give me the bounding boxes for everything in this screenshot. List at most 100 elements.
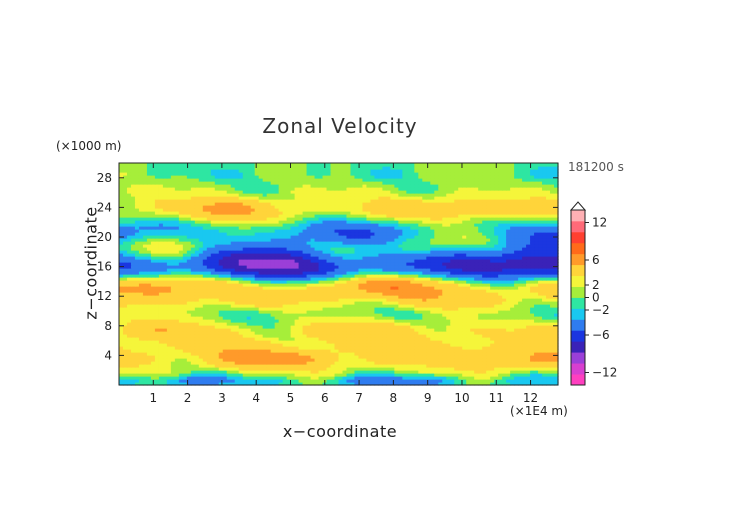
heatmap-cell [378, 250, 383, 254]
heatmap-cell [338, 337, 344, 341]
heatmap-cell [474, 295, 479, 299]
heatmap-cell [138, 361, 144, 365]
heatmap-cell [354, 334, 360, 338]
heatmap-cell [402, 325, 407, 329]
heatmap-cell [326, 277, 332, 281]
heatmap-cell [530, 328, 535, 332]
heatmap-cell [282, 298, 288, 302]
heatmap-cell [202, 250, 208, 254]
heatmap-cell [214, 352, 220, 356]
heatmap-cell [302, 250, 308, 254]
heatmap-cell [326, 304, 332, 308]
heatmap-cell [382, 262, 387, 266]
heatmap-cell [162, 280, 168, 284]
heatmap-cell [158, 361, 164, 365]
heatmap-cell [434, 367, 439, 371]
heatmap-cell [398, 298, 403, 302]
heatmap-cell [554, 322, 559, 326]
heatmap-cell [458, 298, 463, 302]
heatmap-cell [330, 346, 336, 350]
heatmap-cell [426, 265, 431, 269]
heatmap-cell [358, 274, 364, 278]
heatmap-cell [122, 256, 128, 260]
heatmap-cell [502, 319, 507, 323]
heatmap-cell [182, 307, 188, 311]
heatmap-cell [530, 343, 535, 347]
heatmap-cell [334, 271, 340, 275]
heatmap-cell [170, 358, 176, 362]
heatmap-cell [314, 334, 320, 338]
heatmap-cell [119, 382, 124, 386]
heatmap-cell [526, 292, 531, 296]
heatmap-cell [222, 289, 228, 293]
heatmap-cell [266, 277, 272, 281]
heatmap-cell [450, 298, 455, 302]
heatmap-cell [410, 331, 415, 335]
heatmap-cell [526, 331, 531, 335]
heatmap-cell [134, 289, 140, 293]
heatmap-cell [138, 277, 144, 281]
heatmap-cell [506, 373, 511, 377]
heatmap-cell [478, 292, 483, 296]
heatmap-cell [506, 370, 511, 374]
heatmap-cell [510, 271, 515, 275]
heatmap-cell [502, 349, 507, 353]
heatmap-cell [374, 286, 380, 290]
heatmap-cell [282, 283, 288, 287]
heatmap-cell [286, 373, 292, 377]
heatmap-cell [119, 307, 124, 311]
heatmap-cell [338, 307, 344, 311]
heatmap-cell [354, 310, 360, 314]
heatmap-cell [514, 337, 519, 341]
heatmap-cell [426, 370, 431, 374]
heatmap-cell [502, 265, 507, 269]
heatmap-cell [550, 328, 555, 332]
heatmap-cell [554, 319, 559, 323]
heatmap-cell [142, 259, 148, 263]
heatmap-cell [314, 352, 320, 356]
heatmap-cell [318, 349, 324, 353]
heatmap-cell [290, 295, 296, 299]
heatmap-cell [310, 328, 316, 332]
heatmap-cell [510, 328, 515, 332]
heatmap-cell [446, 292, 451, 296]
heatmap-cell [234, 301, 240, 305]
heatmap-cell [438, 322, 443, 326]
heatmap-cell [370, 271, 376, 275]
heatmap-cell [138, 247, 144, 251]
heatmap-cell [546, 355, 551, 359]
heatmap-cell [154, 376, 160, 380]
heatmap-cell [490, 325, 495, 329]
heatmap-cell [534, 328, 539, 332]
heatmap-cell [474, 280, 479, 284]
heatmap-cell [234, 280, 240, 284]
heatmap-cell [258, 316, 264, 320]
heatmap-cell [210, 268, 216, 272]
heatmap-cell [538, 253, 543, 257]
heatmap-cell [418, 289, 423, 293]
heatmap-cell [554, 364, 559, 368]
heatmap-cell [134, 376, 140, 380]
heatmap-cell [166, 343, 172, 347]
heatmap-cell [410, 250, 415, 254]
heatmap-cell [194, 265, 200, 269]
heatmap-cell [362, 310, 368, 314]
heatmap-cell [542, 283, 547, 287]
heatmap-cell [238, 337, 244, 341]
heatmap-cell [394, 283, 399, 287]
heatmap-cell [446, 298, 451, 302]
heatmap-cell [330, 340, 336, 344]
heatmap-cell [150, 337, 156, 341]
heatmap-cell [374, 346, 380, 350]
heatmap-cell [134, 301, 140, 305]
heatmap-cell [274, 358, 280, 362]
heatmap-cell [522, 277, 527, 281]
heatmap-cell [242, 331, 248, 335]
heatmap-cell [538, 316, 543, 320]
heatmap-cell [438, 271, 443, 275]
heatmap-cell [474, 304, 479, 308]
heatmap-cell [254, 325, 260, 329]
heatmap-cell [334, 340, 340, 344]
heatmap-cell [158, 367, 164, 371]
heatmap-cell [394, 361, 399, 365]
